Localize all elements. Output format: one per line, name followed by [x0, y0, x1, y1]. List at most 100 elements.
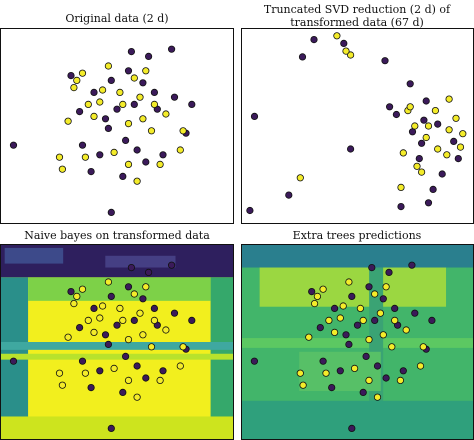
point-class-dark [429, 185, 437, 193]
point-class-yellow [150, 100, 158, 109]
decision-surface [0, 244, 234, 440]
point-class-yellow [371, 290, 379, 298]
point-class-dark [139, 79, 147, 87]
point-class-yellow [104, 278, 113, 286]
point-class-yellow [99, 86, 107, 94]
point-class-dark [345, 340, 353, 349]
point-class-dark [150, 304, 158, 313]
point-class-yellow [422, 133, 430, 142]
point-class-dark [411, 309, 419, 317]
point-class-yellow [90, 328, 98, 337]
point-class-dark [130, 316, 138, 325]
point-class-yellow [58, 165, 67, 173]
point-class-yellow [73, 76, 81, 85]
point-class-yellow [365, 376, 373, 384]
plot-frame [0, 28, 234, 224]
point-class-dark [67, 71, 75, 80]
point-class-yellow [162, 326, 170, 334]
point-class-dark [399, 367, 407, 375]
point-class-dark [382, 374, 390, 382]
data-points [9, 261, 196, 432]
point-class-dark [188, 100, 196, 109]
point-class-yellow [347, 51, 355, 59]
point-class-dark [124, 283, 133, 291]
point-class-dark [362, 352, 370, 361]
point-class-dark [340, 39, 348, 47]
point-class-yellow [456, 143, 465, 151]
surface-patch-a [4, 247, 64, 264]
point-class-yellow [351, 364, 359, 373]
point-class-yellow [116, 88, 124, 97]
point-class-dark [168, 261, 176, 269]
heatmap-naive-bayes [0, 244, 234, 440]
point-class-yellow [431, 107, 439, 115]
point-class-yellow [130, 290, 138, 298]
point-class-dark [188, 316, 196, 325]
point-class-yellow [90, 112, 98, 121]
point-class-dark [127, 263, 135, 272]
point-class-dark [67, 287, 75, 296]
point-class-dark [386, 103, 394, 111]
point-class-dark [298, 53, 307, 61]
point-class-dark [385, 268, 393, 276]
heatmap-extra-trees [241, 244, 474, 440]
point-class-dark [145, 268, 153, 276]
point-class-yellow [179, 127, 187, 135]
point-class-yellow [176, 362, 184, 370]
surface-band-mid2 [0, 353, 234, 360]
point-class-dark [76, 108, 84, 116]
point-class-dark [418, 139, 426, 147]
point-class-yellow [58, 381, 67, 389]
point-class-dark [420, 116, 428, 124]
point-class-dark [250, 112, 259, 121]
panel-title-naive-bayes: Naive bayes on transformed data [24, 229, 210, 242]
point-class-yellow [296, 369, 304, 377]
point-class-dark [371, 316, 379, 325]
point-class-dark [90, 304, 98, 313]
point-class-dark [381, 57, 389, 65]
point-class-yellow [110, 364, 118, 373]
data-points [9, 45, 196, 216]
point-class-dark [434, 120, 442, 128]
surface-band-top [28, 277, 211, 301]
point-class-dark [408, 261, 416, 269]
point-class-dark [250, 357, 258, 365]
scatter-original-data [0, 28, 234, 224]
point-class-yellow [319, 285, 327, 293]
point-class-yellow [313, 292, 322, 301]
point-class-yellow [396, 376, 404, 384]
point-class-dark [328, 384, 336, 392]
point-class-dark [424, 199, 433, 207]
point-class-dark [133, 146, 141, 154]
point-class-yellow [119, 100, 127, 109]
point-class-yellow [397, 183, 405, 191]
point-class-dark [170, 309, 179, 317]
point-class-dark [331, 304, 339, 313]
panel-title-original: Original data (2 d) [65, 12, 169, 25]
point-class-yellow [139, 331, 147, 339]
decision-surface [241, 244, 474, 440]
point-class-yellow [81, 369, 90, 377]
point-class-yellow [81, 153, 90, 161]
point-class-dark [9, 357, 18, 365]
data-points [246, 32, 467, 215]
point-class-yellow [339, 302, 347, 310]
point-class-yellow [296, 174, 304, 182]
point-class-dark [104, 124, 113, 133]
point-class-dark [348, 424, 356, 432]
point-class-dark [119, 388, 127, 396]
point-class-yellow [55, 153, 64, 161]
point-class-yellow [156, 376, 164, 384]
point-class-yellow [142, 67, 150, 75]
point-class-yellow [336, 314, 344, 322]
point-class-dark [104, 340, 113, 349]
point-class-yellow [333, 32, 341, 40]
point-class-dark [87, 384, 95, 392]
point-class-dark [101, 331, 110, 339]
point-class-dark [415, 155, 423, 163]
point-class-dark [159, 151, 167, 159]
point-class-dark [76, 324, 84, 332]
point-class-yellow [445, 95, 453, 103]
point-class-yellow [382, 283, 390, 291]
point-class-yellow [388, 343, 396, 351]
